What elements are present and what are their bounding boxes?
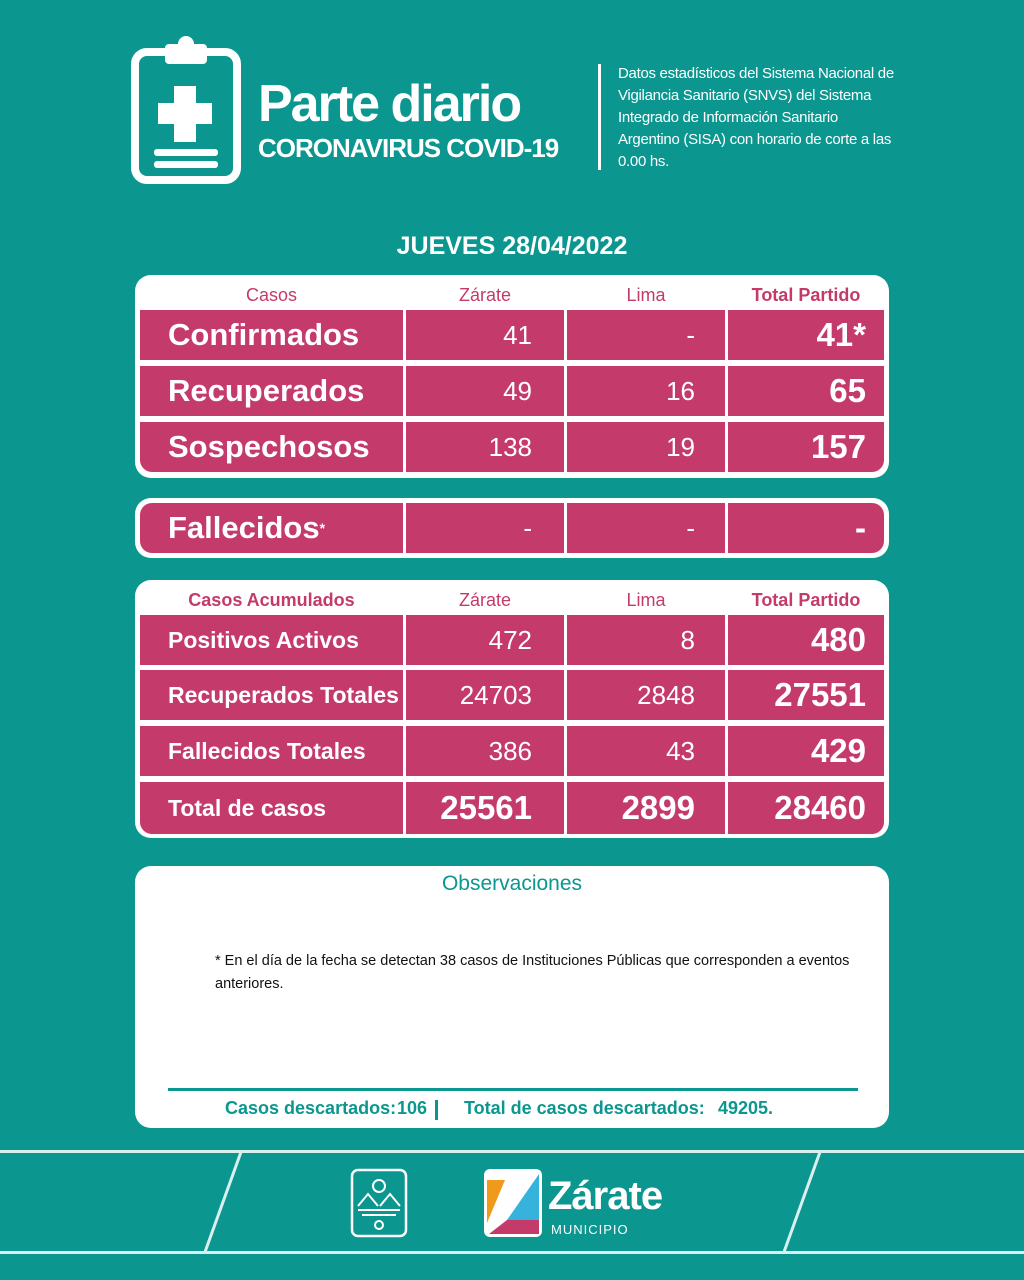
divider	[435, 1100, 438, 1120]
discarded-value: 106	[397, 1098, 428, 1118]
row-label: Fallecidos Totales	[140, 726, 403, 776]
cell-zarate: 138	[406, 422, 564, 472]
cell-lima: 43	[567, 726, 725, 776]
cell-zarate: 49	[406, 366, 564, 416]
cell-zarate: -	[406, 503, 564, 553]
row-label: Fallecidos *	[140, 503, 403, 553]
col-header: Casos	[245, 285, 298, 305]
cell-zarate: 25561	[406, 782, 564, 834]
cell-total: 27551	[728, 670, 884, 720]
coat-of-arms-icon	[350, 1168, 408, 1238]
col-header: Lima	[626, 285, 666, 305]
col-header: Zárate	[458, 285, 512, 305]
cell-zarate: 24703	[406, 670, 564, 720]
cell-total: 41*	[728, 310, 884, 360]
cell-zarate: 472	[406, 615, 564, 665]
cell-zarate: 386	[406, 726, 564, 776]
zarate-logo	[483, 1168, 543, 1243]
cell-total: 28460	[728, 782, 884, 834]
cell-total: 65	[728, 366, 884, 416]
total-discarded-label: Total de casos descartados:	[464, 1098, 705, 1118]
observations-title: Observaciones	[441, 872, 583, 895]
observations-text: * En el día de la fecha se detectan 38 c…	[215, 953, 850, 992]
logo-name: Zárate	[548, 1174, 663, 1218]
row-label: Total de casos	[140, 782, 403, 834]
observations-panel: Observaciones * En el día de la fecha se…	[135, 866, 889, 1128]
footer-line	[0, 1150, 1024, 1153]
col-header: Zárate	[458, 590, 512, 610]
col-header: Lima	[626, 590, 666, 610]
discarded-label: Casos descartados:	[225, 1098, 397, 1118]
row-label: Sospechosos	[140, 422, 403, 472]
row-label: Recuperados	[140, 366, 403, 416]
cell-total: -	[728, 503, 884, 553]
cell-lima: -	[567, 503, 725, 553]
cell-total: 480	[728, 615, 884, 665]
cell-lima: 16	[567, 366, 725, 416]
col-header: Casos Acumulados	[188, 590, 355, 610]
report-date: JUEVES 28/04/2022	[396, 232, 628, 260]
footer-slashes	[203, 1151, 822, 1253]
cumulative-table: Casos Acumulados Zárate Lima Total Parti…	[135, 580, 889, 838]
zarate-logo-mark	[484, 1169, 542, 1237]
total-discarded-value: 49205.	[718, 1098, 774, 1118]
clipboard-plus-icon	[131, 36, 241, 184]
cell-lima: 2848	[567, 670, 725, 720]
deaths-table: Fallecidos * - - -	[135, 498, 889, 558]
row-label: Confirmados	[140, 310, 403, 360]
page-title: Parte diario	[258, 75, 522, 133]
cell-lima: -	[567, 310, 725, 360]
logo-subtitle: MUNICIPIO	[551, 1222, 629, 1237]
cell-total: 157	[728, 422, 884, 472]
divider	[598, 64, 601, 170]
source-description: Datos estadísticos del Sistema Nacional …	[618, 65, 894, 170]
daily-cases-table: Casos Zárate Lima Total Partido Confirma…	[135, 275, 889, 478]
cell-lima: 19	[567, 422, 725, 472]
cell-lima: 2899	[567, 782, 725, 834]
row-label: Recuperados Totales	[140, 670, 403, 720]
cell-zarate: 41	[406, 310, 564, 360]
divider	[168, 1088, 858, 1091]
col-header: Total Partido	[751, 590, 861, 610]
cell-total: 429	[728, 726, 884, 776]
col-header: Total Partido	[751, 285, 861, 305]
cell-lima: 8	[567, 615, 725, 665]
page-subtitle: CORONAVIRUS COVID-19	[258, 133, 559, 163]
row-label: Positivos Activos	[140, 615, 403, 665]
footer-line	[0, 1251, 1024, 1254]
